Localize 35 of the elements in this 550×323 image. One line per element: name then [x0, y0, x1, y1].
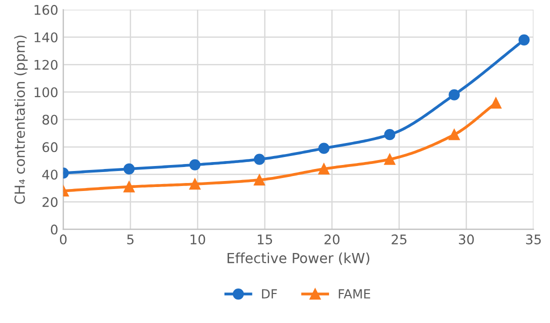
x-tick-label: 25	[392, 234, 406, 244]
y-tick-label: 40	[42, 170, 58, 180]
point	[448, 129, 460, 140]
x-tick-label: 5	[127, 234, 134, 244]
point	[318, 163, 330, 174]
y-tick-label: 20	[42, 197, 58, 208]
x-tick-label: 20	[324, 234, 340, 244]
point	[448, 89, 460, 100]
y-tick-label: 140	[34, 32, 58, 42]
point	[318, 142, 330, 154]
y-tick-label: 100	[34, 87, 58, 98]
legend-label: FAME	[338, 289, 370, 298]
x-tick-label: 10	[190, 234, 206, 244]
x-tick-label: 30	[458, 234, 474, 244]
y-tick-label: 60	[42, 142, 58, 152]
y-tick-label: 80	[42, 114, 58, 125]
y-tick-label: 160	[34, 4, 58, 15]
y-tick-label: 120	[34, 60, 58, 70]
point	[254, 154, 265, 165]
point	[124, 181, 135, 192]
point	[384, 129, 396, 140]
x-tick-label: 15	[258, 234, 272, 244]
point	[518, 34, 530, 46]
point	[189, 178, 200, 190]
x-axis-title: Effective Power (kW)	[228, 252, 370, 265]
y-tick-label: 0	[50, 224, 58, 235]
legend-label: DF	[262, 289, 277, 298]
y-axis-title: CH₄ contrentation (ppm)	[14, 36, 28, 204]
point	[189, 159, 200, 170]
point	[384, 154, 396, 165]
x-tick-label: 35	[526, 234, 541, 244]
point	[124, 163, 135, 174]
x-tick-label: 0	[60, 234, 67, 244]
point	[490, 97, 502, 109]
point	[254, 174, 265, 186]
